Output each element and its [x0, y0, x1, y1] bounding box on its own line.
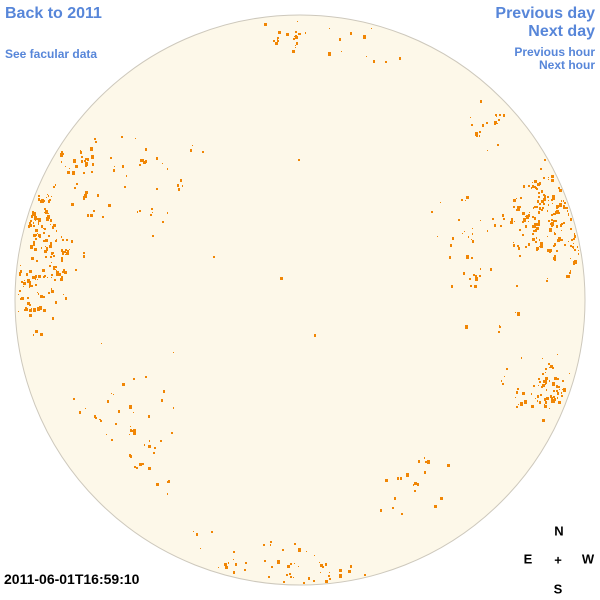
hour-nav: Previous hour Next hour [514, 46, 595, 72]
link-previous-day[interactable]: Previous day [495, 5, 595, 22]
link-next-hour[interactable]: Next hour [538, 58, 595, 72]
link-next-day[interactable]: Next day [528, 23, 595, 40]
compass-south-label: S [553, 581, 563, 597]
faculae-dots [18, 21, 579, 584]
compass-east-label: E [523, 551, 533, 567]
compass-center-mark: + [554, 552, 562, 568]
link-previous-hour[interactable]: Previous hour [514, 45, 595, 59]
timestamp-label: 2011-06-01T16:59:10 [4, 571, 140, 587]
day-nav: Previous day Next day [495, 5, 595, 41]
link-see-facular-data[interactable]: See facular data [5, 47, 98, 61]
solar-disk [14, 14, 586, 586]
compass-west-label: W [581, 551, 595, 567]
compass-north-label: N [554, 523, 564, 539]
link-back-to-year[interactable]: Back to 2011 [5, 5, 102, 22]
